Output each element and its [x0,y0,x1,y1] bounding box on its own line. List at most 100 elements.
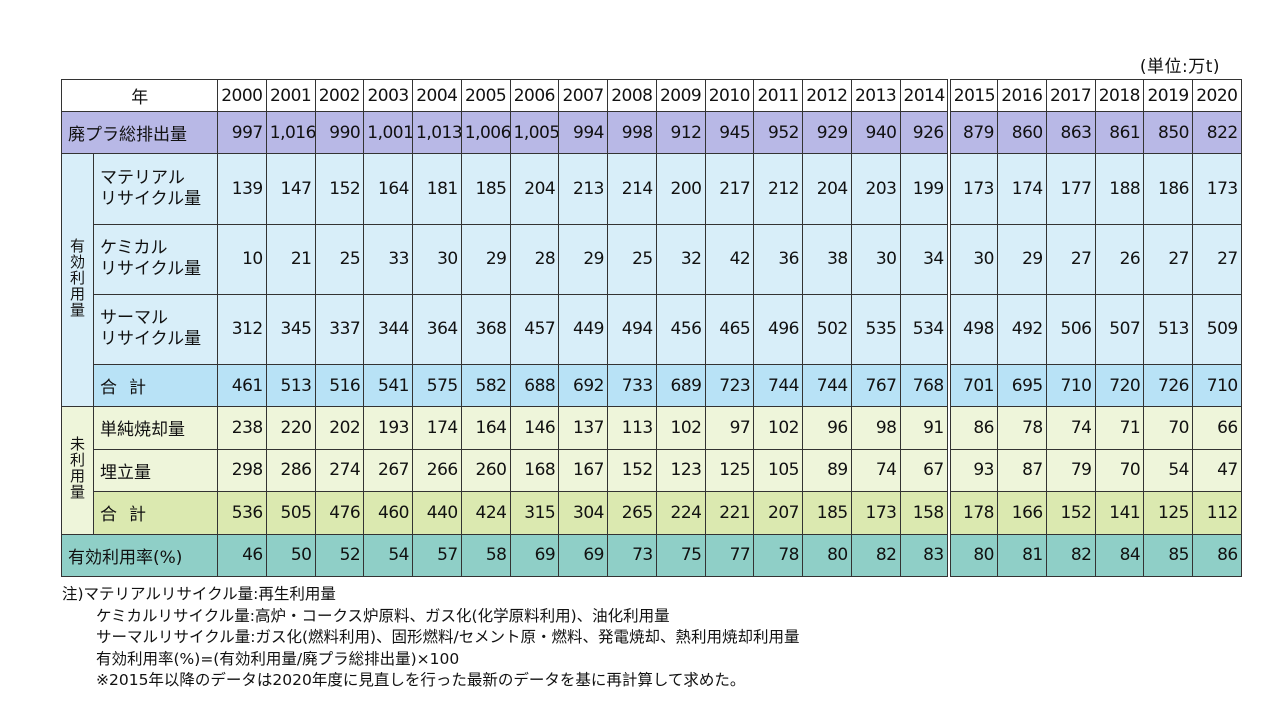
value-cell: 141 [1094,491,1145,535]
incineration-label: 単純焼却量 [93,406,218,450]
utilization-rate-row: 有効利用率(%) 46 50 52 54 57 58 69 69 73 75 77 78 80 82 83 8… [61,533,1242,577]
value-cell: 21 [265,223,316,295]
value-cell: 193 [363,406,413,450]
value-cell: 71 [1094,406,1145,450]
value-cell: 945 [704,110,755,155]
value-cell: 177 [1045,153,1096,225]
unused-total-row: 合計 536 505 476 460 440 424 315 304 265 224 221 207 1… [62,491,1242,535]
value-cell: 768 [899,363,950,408]
value-cell: 10 [217,223,267,295]
value-cell: 29 [558,223,608,295]
value-cell: 476 [314,491,365,535]
value-cell: 152 [607,448,657,493]
value-cell: 315 [509,491,560,535]
thermal-label-line1: サーマル [100,308,168,329]
value-cell: 97 [704,406,755,450]
notes-block: 注)マテリアルリサイクル量:再生利用量 ケミカルリサイクル量:高炉・コークス炉原… [62,584,799,692]
value-cell: 33 [363,223,413,295]
year-label: 年 [61,79,218,112]
value-cell: 424 [460,491,511,535]
value-cell: 224 [655,491,706,535]
value-cell: 304 [558,491,608,535]
value-cell: 575 [412,363,462,408]
value-cell: 146 [509,406,560,450]
value-cell: 505 [265,491,316,535]
value-cell: 70 [1143,406,1193,450]
value-cell: 70 [1094,448,1145,493]
note-thermal: サーマルリサイクル量:ガス化(燃料利用)、固形燃料/セメント原・燃料、発電焼却、… [96,628,800,646]
value-cell: 744 [802,363,852,408]
value-cell: 167 [558,448,608,493]
value-cell: 67 [899,448,950,493]
value-cell: 312 [217,293,267,365]
value-cell: 82 [850,533,901,577]
year-header-cell: 2001 [265,79,316,112]
value-cell: 1,006 [460,110,511,155]
value-cell: 125 [1143,491,1193,535]
unused-group-label: 未利用量 [61,406,94,535]
value-cell: 158 [899,491,950,535]
thermal-label-line2: リサイクル量 [100,329,202,350]
chemical-label-line2: リサイクル量 [100,259,202,280]
value-cell: 926 [899,110,950,155]
value-cell: 105 [753,448,803,493]
value-cell: 994 [558,110,608,155]
value-cell: 952 [753,110,803,155]
value-cell: 34 [899,223,950,295]
value-cell: 83 [899,533,950,577]
value-cell: 30 [946,223,998,295]
chemical-label-line1: ケミカル [100,238,168,259]
value-cell: 87 [997,448,1047,493]
value-cell: 460 [363,491,413,535]
value-cell: 496 [753,293,803,365]
value-cell: 123 [655,448,706,493]
value-cell: 82 [1045,533,1096,577]
value-cell: 337 [314,293,365,365]
value-cell: 199 [899,153,950,225]
year-header-cell: 2018 [1094,79,1145,112]
value-cell: 536 [217,491,267,535]
effective-group-label: 有効利用量 [61,153,94,408]
value-cell: 113 [607,406,657,450]
year-header-cell: 2004 [412,79,462,112]
value-cell: 80 [802,533,852,577]
value-cell: 344 [363,293,413,365]
value-cell: 767 [850,363,901,408]
incineration-row: 未利用量 単純焼却量 238 220 202 193 174 164 146 137 113 10… [61,406,1242,535]
value-cell: 688 [509,363,560,408]
value-cell: 513 [1143,293,1193,365]
value-cell: 861 [1094,110,1145,155]
value-cell: 204 [802,153,852,225]
value-cell: 220 [265,406,316,450]
value-cell: 32 [655,223,706,295]
value-cell: 81 [997,533,1047,577]
value-cell: 212 [753,153,803,225]
value-cell: 74 [1045,406,1096,450]
value-cell: 50 [265,533,316,577]
value-cell: 203 [850,153,901,225]
value-cell: 744 [753,363,803,408]
year-header-cell: 2010 [704,79,755,112]
value-cell: 502 [802,293,852,365]
value-cell: 345 [265,293,316,365]
value-cell: 286 [265,448,316,493]
value-cell: 929 [802,110,852,155]
year-header-cell: 2009 [655,79,706,112]
value-cell: 266 [412,448,462,493]
value-cell: 168 [509,448,560,493]
total-waste-row: 廃プラ総排出量 997 1,016 990 1,001 1,013 1,006 1,005 9… [61,110,1242,155]
value-cell: 200 [655,153,706,225]
value-cell: 863 [1045,110,1096,155]
value-cell: 38 [802,223,852,295]
value-cell: 990 [314,110,365,155]
value-cell: 27 [1143,223,1193,295]
value-cell: 78 [753,533,803,577]
value-cell: 77 [704,533,755,577]
value-cell: 54 [363,533,413,577]
value-cell: 164 [460,406,511,450]
value-cell: 152 [1045,491,1096,535]
value-cell: 186 [1143,153,1193,225]
value-cell: 535 [850,293,901,365]
value-cell: 89 [802,448,852,493]
value-cell: 185 [802,491,852,535]
